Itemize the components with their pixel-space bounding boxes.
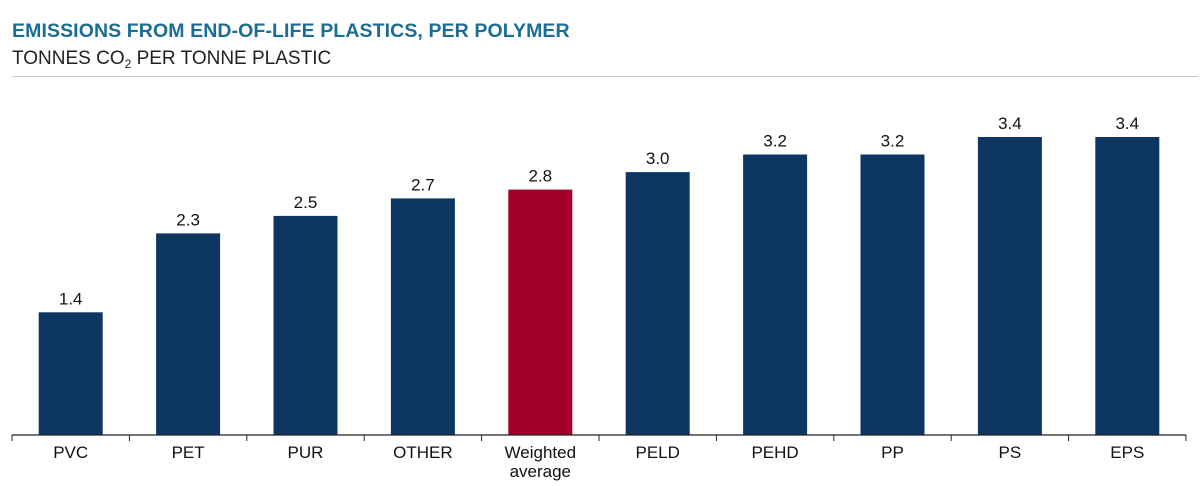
- category-label: PS: [999, 443, 1022, 462]
- bar: [860, 154, 925, 435]
- bar-highlighted: [508, 189, 573, 435]
- value-label: 3.2: [763, 132, 787, 151]
- bar: [390, 198, 455, 435]
- value-label: 2.5: [294, 193, 318, 212]
- value-label: 2.8: [528, 167, 552, 186]
- bar: [977, 137, 1042, 435]
- category-label: Weighted average: [505, 443, 577, 481]
- category-label: PET: [172, 443, 205, 462]
- value-label: 3.2: [881, 132, 905, 151]
- value-label: 3.0: [646, 149, 670, 168]
- value-label: 3.4: [1115, 114, 1139, 133]
- category-label: PUR: [288, 443, 324, 462]
- subtitle-text: TONNES CO: [12, 48, 125, 69]
- category-label: PVC: [53, 443, 88, 462]
- value-label: 2.3: [176, 210, 200, 229]
- bar: [625, 172, 690, 435]
- chart-title: EMISSIONS FROM END-OF-LIFE PLASTICS, PER…: [12, 20, 570, 42]
- value-label: 3.4: [998, 114, 1022, 133]
- value-label: 1.4: [59, 289, 83, 308]
- category-label: PELD: [635, 443, 679, 462]
- chart-subtitle: TONNES CO2 PER TONNE PLASTIC: [12, 48, 331, 71]
- bar: [273, 215, 338, 435]
- category-label: OTHER: [393, 443, 453, 462]
- bar: [156, 233, 221, 435]
- value-label: 2.7: [411, 175, 435, 194]
- category-label: PEHD: [751, 443, 798, 462]
- bar: [1095, 137, 1160, 435]
- bar: [743, 154, 808, 435]
- category-label: PP: [881, 443, 904, 462]
- subtitle-text-rest: PER TONNE PLASTIC: [131, 48, 332, 69]
- bar: [38, 312, 103, 435]
- category-label: EPS: [1110, 443, 1144, 462]
- title-divider: [12, 76, 1198, 77]
- subtitle-subscript: 2: [124, 57, 132, 71]
